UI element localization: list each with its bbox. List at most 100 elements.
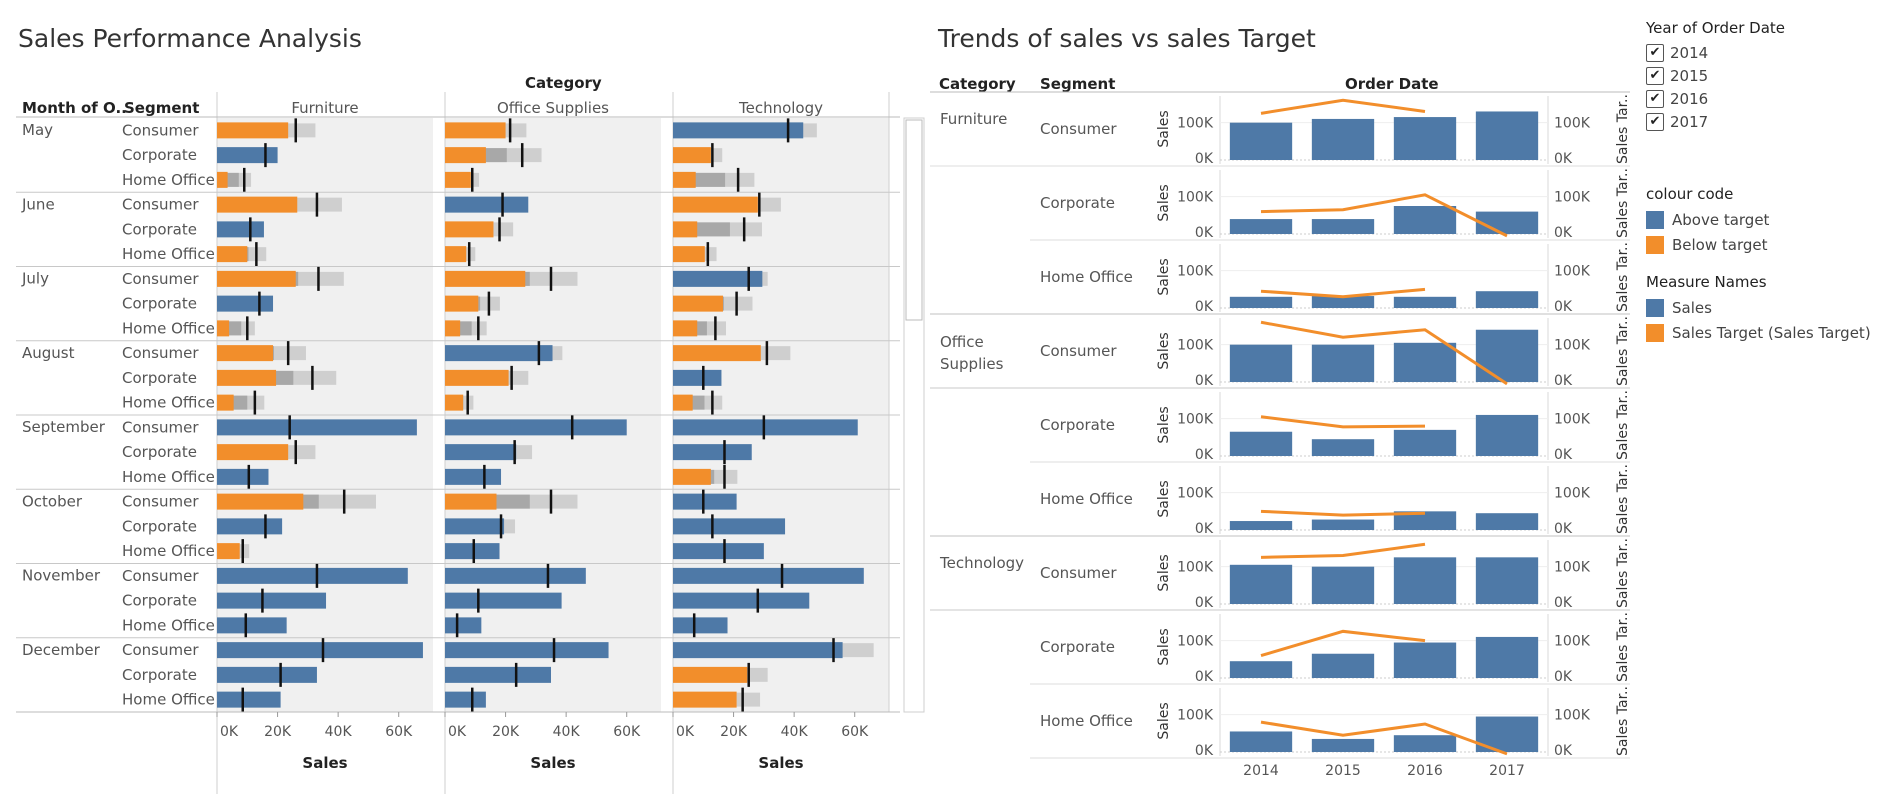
category-label: Technology — [939, 554, 1024, 572]
swatch-target — [1646, 323, 1664, 342]
sales-bar — [217, 666, 317, 683]
right-category-header[interactable]: Category — [939, 75, 1016, 93]
check-icon[interactable]: ✔ — [1646, 89, 1664, 108]
y2-tick-label: 100K — [1554, 190, 1591, 206]
left-bullet-chart: Furniture Office Supplies Technology May Con… — [16, 92, 925, 794]
axis-tick-label: 20K — [720, 724, 748, 740]
sales-bar — [217, 592, 327, 609]
y-tick-label: 0K — [1195, 447, 1214, 463]
segment-label: Home Office — [1040, 490, 1133, 508]
sales-bar — [217, 493, 304, 510]
sales-bar — [673, 543, 764, 560]
y2-tick-label: 100K — [1554, 116, 1591, 132]
legend-year-item[interactable]: ✔ 2017 — [1646, 110, 1876, 133]
sales-bar — [217, 246, 248, 263]
sales-bar — [217, 543, 240, 560]
target-line — [1260, 542, 1426, 559]
sales-bar — [1393, 511, 1457, 530]
month-label: September — [22, 418, 106, 436]
segment-label: Corporate — [122, 369, 197, 387]
segment-label: Corporate — [122, 592, 197, 610]
sales-bar — [445, 196, 529, 213]
right-segment-header[interactable]: Segment — [1040, 75, 1116, 93]
target-line — [1260, 720, 1508, 756]
left-category-header: Category — [525, 74, 602, 92]
axis-tick-label: 40K — [553, 724, 581, 740]
legend-measure-item[interactable]: Sales Target (Sales Target) — [1646, 320, 1876, 345]
legend-year-item[interactable]: ✔ 2016 — [1646, 87, 1876, 110]
axis-tick-label: 60K — [841, 724, 869, 740]
sales-bar — [1229, 344, 1293, 382]
legend-year-item[interactable]: ✔ 2014 — [1646, 41, 1876, 64]
y2-tick-label: 0K — [1554, 447, 1573, 463]
y-tick-label: 0K — [1195, 225, 1214, 241]
sales-bar — [1311, 653, 1375, 678]
sales-bar — [1393, 429, 1457, 456]
check-icon[interactable]: ✔ — [1646, 43, 1664, 62]
y-tick-label: 0K — [1195, 743, 1214, 759]
y-tick-label: 0K — [1195, 299, 1214, 315]
y2-tick-label: 0K — [1554, 669, 1573, 685]
sales-bar — [673, 270, 763, 287]
y-tick-label: 0K — [1195, 373, 1214, 389]
sales-bar — [673, 567, 864, 584]
y2-axis-label: Sales Tar.. — [1615, 94, 1631, 164]
sales-bar — [445, 666, 551, 683]
x-tick-label: 2017 — [1489, 763, 1525, 779]
y-axis-label: Sales — [1156, 110, 1172, 147]
segment-label: Corporate — [122, 220, 197, 238]
axis-title: Sales — [302, 754, 347, 772]
sales-bar — [673, 592, 810, 609]
legend-measure-label: Sales — [1672, 298, 1712, 317]
target-line — [1260, 320, 1508, 386]
y-tick-label: 0K — [1195, 521, 1214, 537]
legend-colour-item[interactable]: Below target — [1646, 232, 1876, 257]
segment-label: Corporate — [1040, 194, 1115, 212]
sales-bar — [217, 221, 264, 238]
segment-label: Corporate — [122, 666, 197, 684]
x-tick-label: 2015 — [1325, 763, 1361, 779]
y2-axis-label: Sales Tar.. — [1615, 242, 1631, 312]
segment-label: Corporate — [1040, 638, 1115, 656]
legend-year-label: 2015 — [1670, 66, 1709, 85]
y-tick-label: 100K — [1177, 486, 1214, 502]
left-segment-header[interactable]: Segment — [124, 99, 200, 117]
sales-bar — [673, 419, 858, 436]
segment-label: Home Office — [122, 691, 215, 709]
legend-measure-item[interactable]: Sales — [1646, 295, 1876, 320]
right-order-date-header: Order Date — [1345, 75, 1439, 93]
sales-bar — [445, 419, 627, 436]
sales-bar — [217, 196, 298, 213]
left-month-header[interactable]: Month of O.. — [22, 99, 127, 117]
sales-bar — [1393, 557, 1457, 604]
sales-bar — [217, 468, 269, 485]
y-axis-label: Sales — [1156, 406, 1172, 443]
sales-bar — [445, 147, 486, 164]
sales-bar — [445, 468, 502, 485]
legend-colour-item[interactable]: Above target — [1646, 207, 1876, 232]
month-label: November — [22, 567, 101, 585]
y-axis-label: Sales — [1156, 332, 1172, 369]
sales-bar — [1475, 291, 1539, 308]
right-trend-chart: Furniture Consumer 100K 0K Sales 100K 0K Sales … — [930, 91, 1631, 779]
sales-bar — [1393, 206, 1457, 234]
y-tick-label: 0K — [1195, 595, 1214, 611]
segment-label: Consumer — [122, 344, 199, 362]
sales-bar — [1475, 557, 1539, 604]
y2-axis-label: Sales Tar.. — [1615, 390, 1631, 460]
check-icon[interactable]: ✔ — [1646, 66, 1664, 85]
sales-bar — [673, 444, 752, 461]
segment-label: Consumer — [1040, 120, 1117, 138]
sales-bar — [217, 394, 234, 411]
sales-bar — [1311, 439, 1375, 456]
segment-label: Consumer — [1040, 342, 1117, 360]
sales-bar — [673, 666, 748, 683]
segment-label: Consumer — [122, 418, 199, 436]
check-icon[interactable]: ✔ — [1646, 112, 1664, 131]
segment-label: Home Office — [122, 245, 215, 263]
month-label: July — [21, 270, 49, 288]
legend-year-item[interactable]: ✔ 2015 — [1646, 64, 1876, 87]
y2-tick-label: 0K — [1554, 743, 1573, 759]
segment-label: Consumer — [122, 493, 199, 511]
y-axis-label: Sales — [1156, 480, 1172, 517]
